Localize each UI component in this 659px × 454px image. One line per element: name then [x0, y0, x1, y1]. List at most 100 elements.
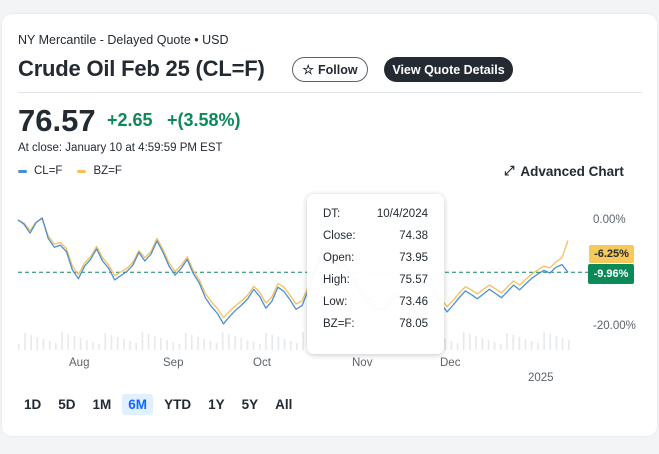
volume-bar	[296, 343, 298, 350]
volume-bar	[98, 344, 100, 350]
volume-bar	[104, 333, 107, 350]
legend-label-cl: CL=F	[34, 165, 63, 177]
volume-bar	[450, 341, 453, 350]
chart-tooltip: DT: 10/4/2024 Close: 74.38 Open: 73.95 High…	[307, 194, 444, 354]
volume-bar	[203, 339, 205, 350]
volume-bar	[154, 336, 156, 350]
range-5d-button[interactable]: 5D	[58, 397, 76, 412]
volume-bar	[221, 332, 224, 350]
range-5y-button[interactable]: 5Y	[241, 397, 259, 412]
volume-bar	[73, 336, 76, 350]
range-1m-button[interactable]: 1M	[92, 397, 112, 412]
volume-bar	[166, 340, 168, 350]
tooltip-label: Open:	[323, 252, 355, 264]
series-line-bz	[17, 218, 569, 319]
volume-bar	[240, 338, 243, 350]
follow-label: Follow	[318, 62, 358, 77]
view-quote-details-button[interactable]: View Quote Details	[384, 57, 513, 82]
advanced-chart-label: Advanced Chart	[520, 163, 624, 179]
volume-bar	[289, 341, 292, 350]
legend-item-bz[interactable]: BZ=F	[77, 165, 122, 177]
volume-bar	[141, 332, 144, 350]
volume-bar	[191, 335, 193, 350]
volume-bar	[277, 337, 280, 350]
volume-bar	[469, 334, 471, 350]
x-axis-label-year: 2025	[528, 372, 554, 384]
y-axis-label-top: 0.00%	[593, 214, 626, 226]
tooltip-row: High: 75.57	[323, 274, 428, 296]
volume-bar	[462, 332, 465, 350]
volume-bar	[18, 344, 20, 350]
follow-button[interactable]: ☆ Follow	[292, 57, 368, 82]
volume-bar	[456, 343, 459, 350]
volume-bar	[481, 338, 484, 350]
volume-bar	[506, 333, 508, 350]
volume-bar	[197, 337, 199, 350]
volume-bar	[160, 338, 162, 350]
range-1d-button[interactable]: 1D	[24, 397, 42, 412]
volume-bar	[537, 343, 539, 350]
volume-bar	[184, 333, 187, 350]
y-axis-label-bottom: -20.00%	[593, 320, 636, 332]
volume-bar	[475, 336, 477, 350]
volume-bar	[234, 336, 236, 350]
tooltip-value: 73.95	[399, 252, 428, 264]
volume-bar	[86, 340, 88, 350]
legend-swatch-cl	[18, 169, 27, 173]
volume-bar	[178, 344, 181, 350]
volume-bar	[147, 334, 150, 350]
range-ytd-button[interactable]: YTD	[164, 397, 192, 412]
price-change-percent: +(3.58%)	[167, 110, 241, 130]
volume-bar	[302, 332, 304, 350]
tooltip-label: DT:	[323, 208, 341, 220]
tooltip-label: Low:	[323, 296, 348, 308]
volume-bar	[135, 343, 137, 350]
advanced-chart-link[interactable]: ⤢ Advanced Chart	[504, 163, 624, 179]
volume-bar	[500, 344, 502, 350]
volume-bar	[215, 343, 218, 350]
close-timestamp: At close: January 10 at 4:59:59 PM EST	[18, 142, 223, 154]
last-price: 76.57	[18, 103, 96, 138]
volume-bar	[518, 337, 521, 350]
volume-bar	[512, 335, 514, 350]
volume-bar	[568, 340, 570, 350]
volume-bar	[524, 339, 527, 350]
page-title: Crude Oil Feb 25 (CL=F)	[18, 56, 265, 81]
volume-bar	[110, 335, 113, 350]
volume-bar	[129, 341, 131, 350]
star-icon: ☆	[302, 62, 315, 77]
cl-change-badge: -9.96%	[588, 264, 634, 284]
legend-item-cl[interactable]: CL=F	[18, 165, 62, 177]
volume-bar	[549, 334, 552, 350]
tooltip-row: BZ=F: 78.05	[323, 318, 428, 340]
volume-bar	[493, 342, 496, 350]
tooltip-row: DT: 10/4/2024	[323, 208, 428, 230]
range-all-button[interactable]: All	[275, 397, 293, 412]
tooltip-row: Low: 73.46	[323, 296, 428, 318]
volume-bar	[123, 339, 125, 350]
volume-bar	[265, 333, 267, 350]
volume-bar	[487, 340, 490, 350]
tooltip-value: 10/4/2024	[376, 208, 428, 220]
volume-bar	[48, 341, 51, 350]
volume-bar	[271, 335, 273, 350]
range-1y-button[interactable]: 1Y	[208, 397, 225, 412]
tooltip-row: Open: 73.95	[323, 252, 428, 274]
range-6m-button[interactable]: 6M	[122, 394, 154, 415]
time-range-selector: 1D 5D 1M 6M YTD 1Y 5Y All	[18, 394, 298, 415]
volume-bar	[228, 334, 230, 350]
exchange-info: NY Mercantile - Delayed Quote • USD	[18, 33, 229, 47]
bz-change-badge: -6.25%	[589, 245, 634, 263]
price-change: +2.65	[107, 110, 153, 130]
volume-bar	[555, 336, 558, 350]
x-axis-label-aug: Aug	[69, 357, 90, 369]
x-axis-label-oct: Oct	[253, 357, 271, 369]
volume-bar	[67, 334, 69, 350]
volume-bar	[252, 342, 255, 350]
tooltip-row: Close: 74.38	[323, 230, 428, 252]
tooltip-value: 78.05	[399, 318, 428, 330]
volume-bar	[55, 343, 57, 350]
tooltip-value: 75.57	[399, 274, 428, 286]
volume-bar	[61, 332, 63, 350]
volume-bar	[92, 342, 94, 350]
